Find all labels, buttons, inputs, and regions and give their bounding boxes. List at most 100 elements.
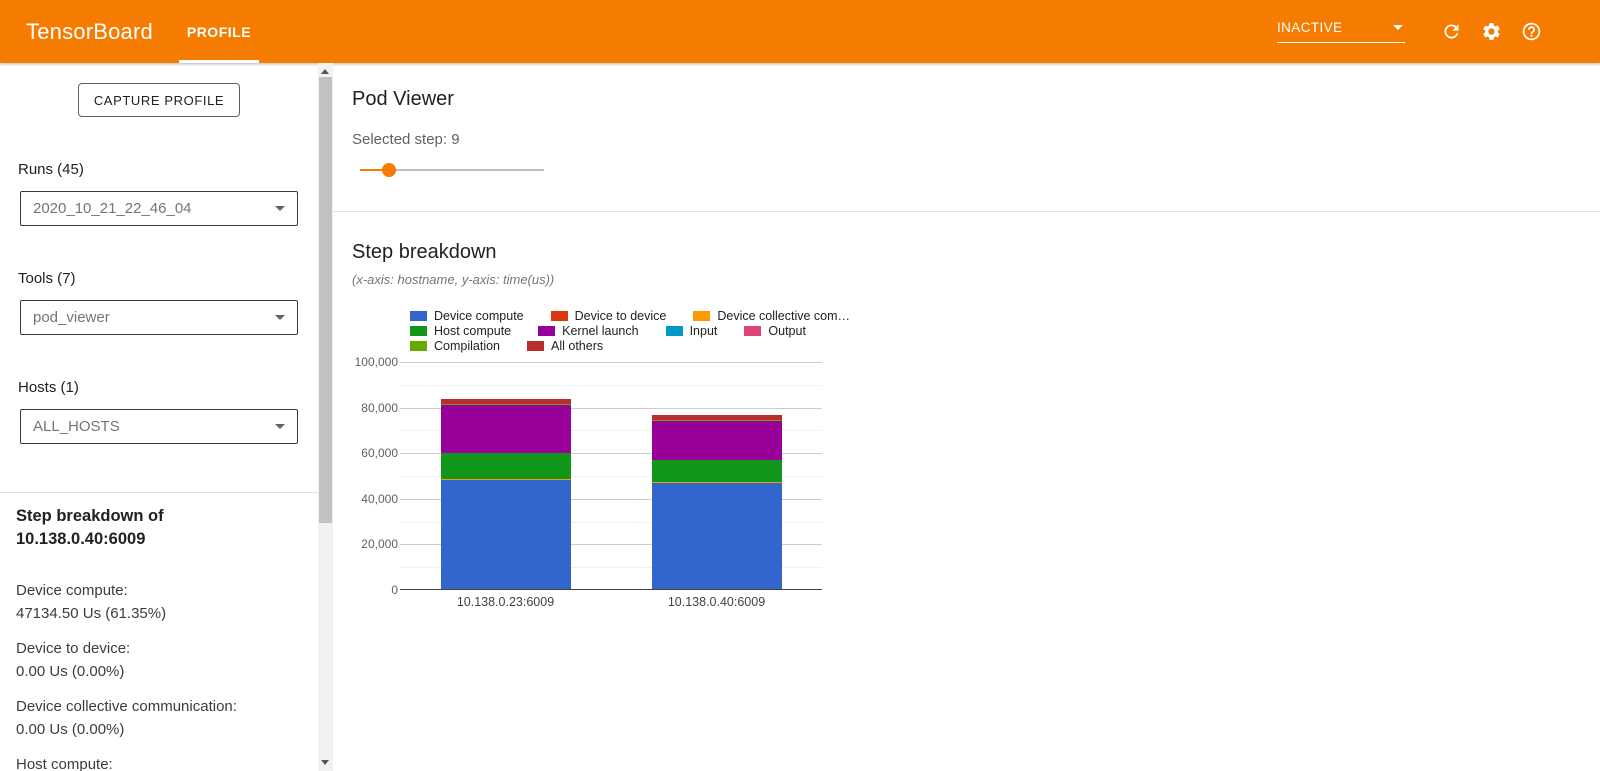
legend-row-2: Compilation All others [410, 338, 1600, 353]
section-divider [333, 211, 1600, 212]
tab-profile[interactable]: PROFILE [178, 0, 259, 63]
y-tick-label: 80,000 [361, 400, 398, 415]
status-label: INACTIVE [1277, 20, 1343, 35]
legend-label: All others [551, 338, 604, 353]
content: CAPTURE PROFILE Runs (45) 2020_10_21_22_4… [0, 63, 1600, 771]
chart-plot [400, 362, 822, 590]
y-tick-label: 20,000 [361, 537, 398, 552]
legend-label: Device to device [574, 308, 667, 323]
stat-value: 0.00 Us (0.00%) [16, 721, 125, 738]
legend-swatch-icon [410, 340, 427, 351]
dropdown-caret-icon [275, 206, 285, 211]
step-slider[interactable] [360, 162, 544, 178]
stat-item-0: Device compute: 47134.50 Us (61.35%) [16, 579, 302, 625]
stat-label: Host compute: [16, 756, 113, 771]
status-dropdown[interactable]: INACTIVE [1277, 20, 1405, 43]
legend-swatch-icon [665, 325, 683, 336]
legend-item: Compilation [410, 339, 500, 353]
sidebar-scrollbar[interactable] [318, 63, 333, 771]
legend-label: Device compute [434, 308, 524, 323]
legend-item: Host compute [410, 324, 511, 338]
caret-down-icon [1393, 25, 1403, 30]
legend-swatch-icon [550, 310, 568, 321]
stat-value: 0.00 Us (0.00%) [16, 663, 125, 680]
step-breakdown-heading: Step breakdown of 10.138.0.40:6009 [16, 505, 302, 551]
bar-segment-Kernel launch[interactable] [440, 404, 571, 454]
sidebar: CAPTURE PROFILE Runs (45) 2020_10_21_22_4… [0, 63, 318, 771]
gridline [400, 453, 822, 455]
bar-segment-Kernel launch[interactable] [651, 420, 782, 461]
legend-label: Input [689, 323, 718, 338]
gridline [400, 498, 822, 500]
tab-bar: PROFILE [178, 0, 259, 63]
bar-segment-Device collective communication[interactable] [651, 481, 782, 483]
dropdown-1[interactable]: pod_viewer [20, 300, 298, 335]
stat-item-1: Device to device: 0.00 Us (0.00%) [16, 637, 302, 683]
y-tick-label: 60,000 [361, 446, 398, 461]
legend-label: Device collective com… [717, 308, 851, 323]
legend-item: All others [527, 339, 603, 353]
bar-segment-Compilation[interactable] [440, 403, 571, 405]
bar-segment-Device compute[interactable] [440, 479, 571, 590]
stat-label: Device to device: [16, 640, 131, 657]
slider-track[interactable] [360, 169, 544, 171]
legend-swatch-icon [527, 340, 545, 351]
capture-profile-button[interactable]: CAPTURE PROFILE [78, 83, 240, 117]
bar-segment-Compilation[interactable] [651, 419, 782, 421]
step-breakdown-title: Step breakdown [352, 241, 497, 263]
breakdown-stats: Device compute: 47134.50 Us (61.35%) Devic… [16, 579, 302, 771]
legend-item: Input [665, 323, 718, 338]
slider-knob[interactable] [382, 163, 397, 177]
legend-item: Device collective com… [693, 309, 850, 323]
help-icon [1522, 22, 1540, 41]
y-tick-label: 40,000 [361, 491, 398, 506]
bar-segment-All others[interactable] [440, 398, 571, 404]
legend-item: Output [744, 324, 806, 338]
dropdown-caret-icon [275, 424, 285, 429]
legend-swatch-icon [410, 325, 427, 336]
scrollbar-up-arrow-icon[interactable] [321, 69, 329, 74]
step-breakdown-heading-line2: 10.138.0.40:6009 [16, 530, 146, 548]
scrollbar-thumb[interactable] [319, 77, 332, 523]
bar-segment-Host compute[interactable] [651, 460, 782, 482]
dropdown-value-2: ALL_HOSTS [33, 418, 120, 435]
y-axis-labels: 0 20,000 40,000 60,000 80,000 100,000 [352, 355, 398, 597]
dropdown-caret-icon [275, 315, 285, 320]
legend-label: Host compute [434, 323, 512, 338]
gridline [400, 430, 822, 432]
legend-swatch-icon [693, 310, 711, 321]
bar-segment-All others[interactable] [651, 414, 782, 420]
legend-row-0: Device compute Device to device Device col… [410, 308, 1600, 323]
legend-label: Compilation [434, 338, 501, 353]
dropdown-0[interactable]: 2020_10_21_22_46_04 [20, 191, 298, 226]
legend-label: Kernel launch [562, 323, 639, 338]
legend-row-1: Host compute Kernel launch Input Output [410, 323, 1600, 338]
selected-step-label: Selected step: [352, 131, 448, 148]
chart-legend: Device compute Device to device Device col… [410, 308, 1600, 353]
x-tick-label: 10.138.0.23:6009 [456, 595, 555, 609]
help-button[interactable] [1519, 20, 1543, 44]
y-tick-label: 100,000 [354, 355, 398, 369]
legend-item: Device compute [410, 309, 524, 323]
gridline [400, 407, 822, 409]
legend-swatch-icon [538, 325, 556, 336]
stat-item-3: Host compute: [16, 753, 302, 771]
app-title: TensorBoard [26, 19, 153, 44]
bar-segment-Device collective communication[interactable] [440, 478, 571, 480]
main-panel: Pod Viewer Selected step: 9 Step breakdo… [333, 63, 1600, 771]
stat-label: Device compute: [16, 582, 128, 599]
refresh-button[interactable] [1439, 20, 1463, 44]
axis-note: (x-axis: hostname, y-axis: time(us)) [352, 272, 555, 287]
scrollbar-down-arrow-icon[interactable] [321, 760, 329, 765]
slider-fill [360, 169, 390, 171]
dropdown-2[interactable]: ALL_HOSTS [20, 409, 298, 444]
app-header: TensorBoard PROFILE INACTIVE [0, 0, 1600, 63]
field-label-2: Hosts (1) [18, 379, 79, 396]
settings-button[interactable] [1479, 20, 1503, 44]
bar-segment-Host compute[interactable] [440, 453, 571, 479]
header-actions: INACTIVE [1277, 0, 1600, 63]
gridline [400, 476, 822, 477]
step-breakdown-chart: 0 20,000 40,000 60,000 80,000 100,000 10.138.… [352, 355, 1600, 627]
page-title: Pod Viewer [352, 88, 454, 110]
bar-segment-Device compute[interactable] [651, 482, 782, 590]
